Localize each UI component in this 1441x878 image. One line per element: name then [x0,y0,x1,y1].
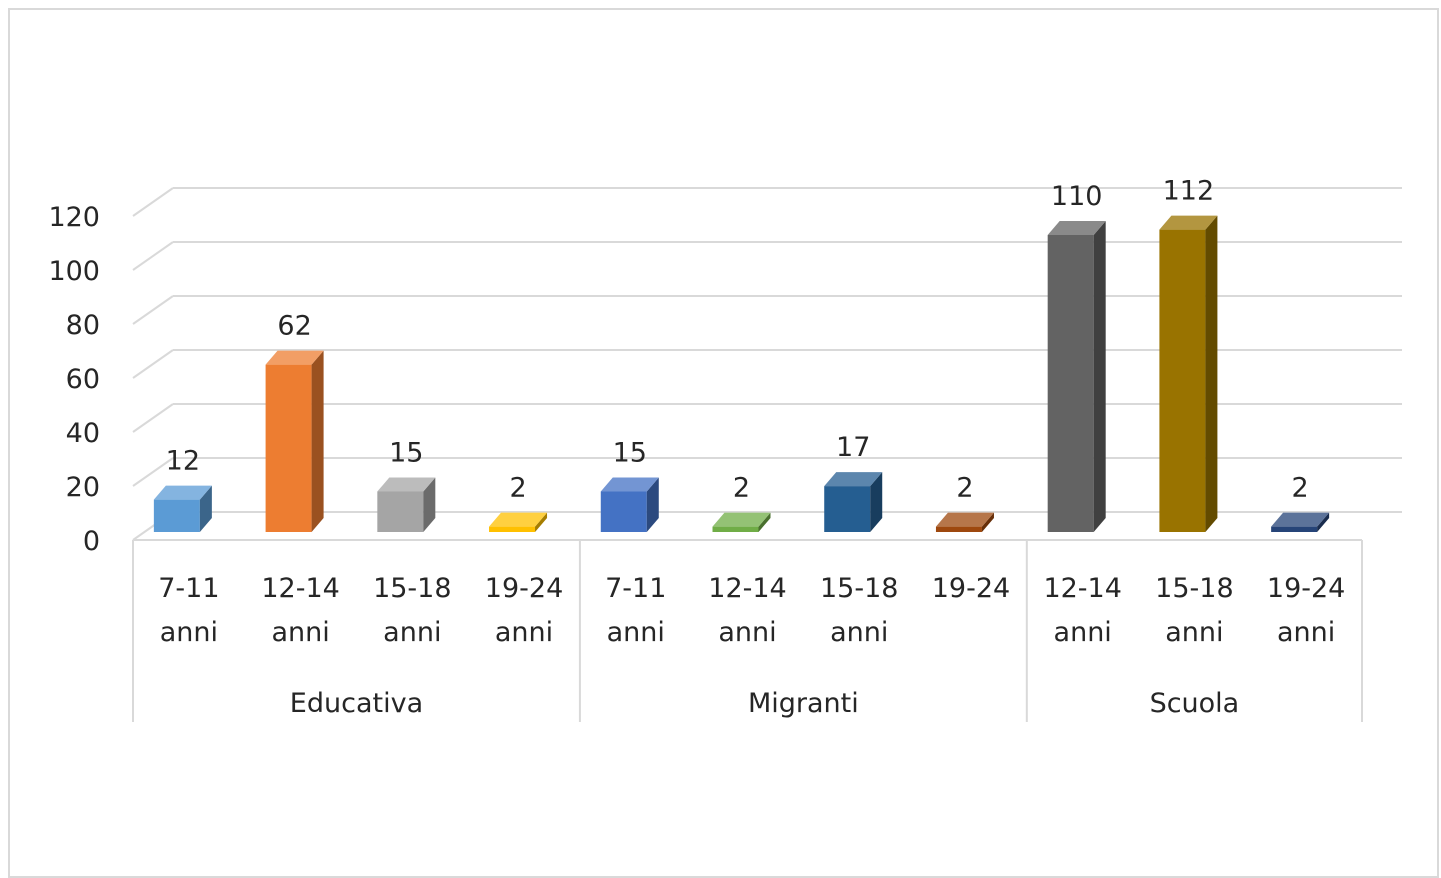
bar-side [758,512,771,532]
category-label-unit: anni [271,617,329,648]
category-label: 19-24 [1267,573,1345,604]
category-label-unit: anni [718,617,776,648]
gridline-diagonal [132,403,174,433]
bar-top [600,477,659,492]
category-label-unit: anni [607,617,665,648]
category-label: 7-11 [158,573,219,604]
bar [1271,526,1318,532]
y-tick-label: 60 [66,364,100,395]
bar-top [712,512,771,527]
data-label: 112 [1163,176,1215,207]
bar [935,526,982,532]
bar-side [423,477,436,532]
bar [489,526,536,532]
bar-side [646,477,659,532]
bar-top [1159,215,1218,230]
y-tick-label: 40 [66,418,100,449]
group-label: Migranti [748,688,859,719]
category-label-unit: anni [495,617,553,648]
category-label: 7-11 [605,573,666,604]
bar-top [153,485,212,500]
bar-top [377,477,436,492]
y-tick-label: 0 [83,526,100,557]
category-label-unit: anni [1054,617,1112,648]
gridline-diagonal [132,241,174,271]
category-label: 19-24 [485,573,563,604]
bar-side [870,472,883,532]
bar-top [489,512,548,527]
bar-top [1271,512,1330,527]
bar-side [535,512,548,532]
category-label-unit: anni [1165,617,1223,648]
bar [377,491,424,532]
gridline-diagonal [132,187,174,217]
bar-top [265,350,324,365]
bar-side [1317,512,1330,532]
category-label: 15-18 [1155,573,1233,604]
gridline-diagonal [132,349,174,379]
data-label: 15 [389,438,423,469]
gridline-diagonal [132,295,174,325]
category-label: 12-14 [261,573,339,604]
category-label-unit: anni [383,617,441,648]
data-label: 110 [1051,181,1103,212]
bar [1159,229,1206,532]
category-label: 12-14 [1043,573,1121,604]
data-label: 2 [956,473,973,504]
y-tick-label: 80 [66,310,100,341]
category-label: 15-18 [820,573,898,604]
bar [265,364,312,532]
category-label-unit: anni [1277,617,1335,648]
y-tick-label: 20 [66,472,100,503]
group-label: Scuola [1150,688,1240,719]
y-tick-label: 120 [48,202,100,233]
bar-top [1047,221,1106,235]
bar-side [981,512,994,532]
bar [1047,235,1094,532]
gridline-diagonal [132,457,174,487]
bar-side [1205,215,1218,532]
y-tick-label: 100 [48,256,100,287]
data-label: 15 [613,438,647,469]
bar-side [1093,221,1106,532]
bar [600,491,647,532]
bar-side [311,350,324,532]
category-label-unit: anni [160,617,218,648]
bar [153,499,200,532]
bar [824,486,871,532]
data-label: 2 [1292,473,1309,504]
bar [712,526,759,532]
data-label: 2 [509,473,526,504]
data-label: 12 [166,446,200,477]
bar-top [824,472,883,487]
data-label: 62 [277,311,311,342]
bar-top [935,512,994,527]
bar-side [199,485,212,532]
group-label: Educativa [290,688,423,719]
category-label: 15-18 [373,573,451,604]
category-label: 19-24 [932,573,1010,604]
data-label: 2 [733,473,750,504]
category-label: 12-14 [708,573,786,604]
category-label-unit: anni [830,617,888,648]
data-label: 17 [836,432,870,463]
